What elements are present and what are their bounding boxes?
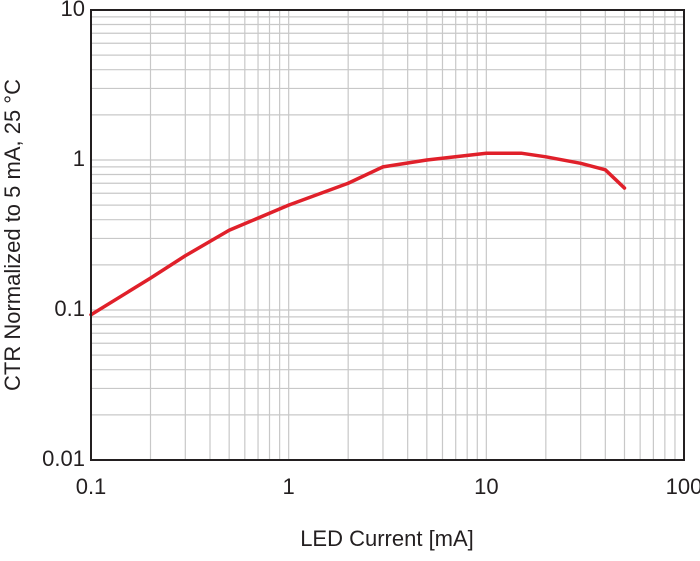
marks — [89, 151, 627, 317]
x-axis-label: LED Current [mA] — [300, 526, 474, 551]
x-tick-label: 1 — [283, 474, 295, 499]
y-tick-label: 1 — [73, 146, 85, 171]
grid — [90, 9, 685, 461]
y-tick-label: 10 — [61, 0, 85, 21]
y-tick-label: 0.1 — [54, 296, 85, 321]
x-tick-label: 10 — [474, 474, 498, 499]
x-tick-label: 100 — [666, 474, 700, 499]
data-line — [89, 151, 627, 317]
y-tick-label: 0.01 — [42, 446, 85, 471]
x-tick-label: 0.1 — [76, 474, 107, 499]
y-axis-label: CTR Normalized to 5 mA, 25 °C — [0, 79, 25, 391]
plot-frame — [90, 9, 685, 461]
